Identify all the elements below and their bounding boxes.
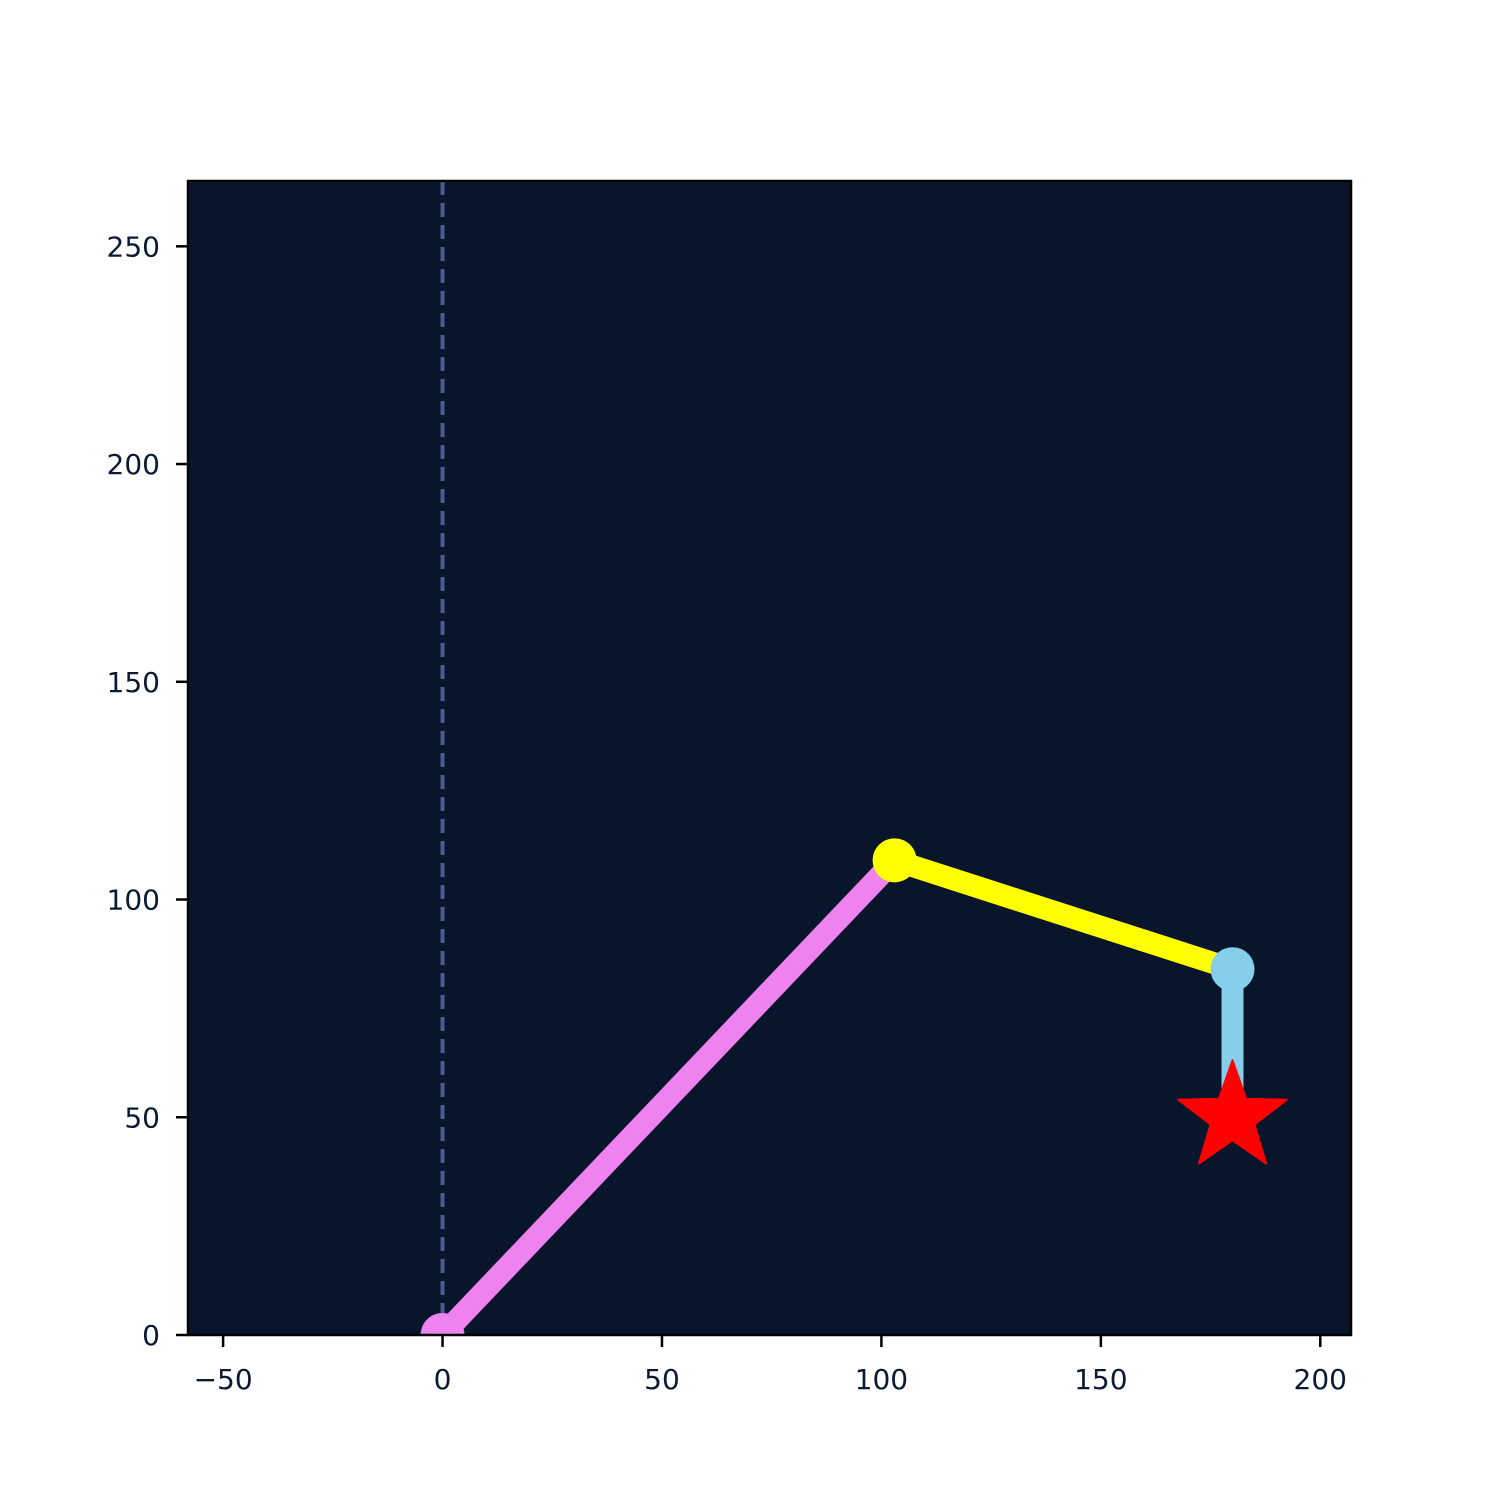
y-tick-label: 100 xyxy=(107,884,160,917)
x-tick-label: 150 xyxy=(1074,1363,1127,1396)
arm-segment-1 xyxy=(434,852,903,1335)
x-tick-label: 50 xyxy=(644,1363,680,1396)
y-tick-label: 150 xyxy=(107,666,160,699)
y-tick-label: 50 xyxy=(124,1101,160,1134)
arm-segment-2 xyxy=(891,849,1236,980)
y-tick-label: 250 xyxy=(107,230,160,263)
y-tick-label: 200 xyxy=(107,448,160,481)
y-tick-label: 0 xyxy=(142,1319,160,1352)
y-axis: 0 50 100 150 200 250 xyxy=(107,230,188,1352)
joint-1 xyxy=(420,1313,465,1335)
target-star xyxy=(1177,1059,1288,1165)
x-tick-label: −50 xyxy=(194,1363,253,1396)
x-tick-label: 0 xyxy=(434,1363,452,1396)
x-tick-label: 200 xyxy=(1294,1363,1347,1396)
joint-2 xyxy=(872,838,917,883)
x-axis: −50 0 50 100 150 200 xyxy=(194,1335,1347,1396)
plot-area xyxy=(188,181,1351,1335)
joint-3 xyxy=(1210,947,1255,992)
x-tick-label: 100 xyxy=(855,1363,908,1396)
plot-frame xyxy=(186,179,1353,1337)
